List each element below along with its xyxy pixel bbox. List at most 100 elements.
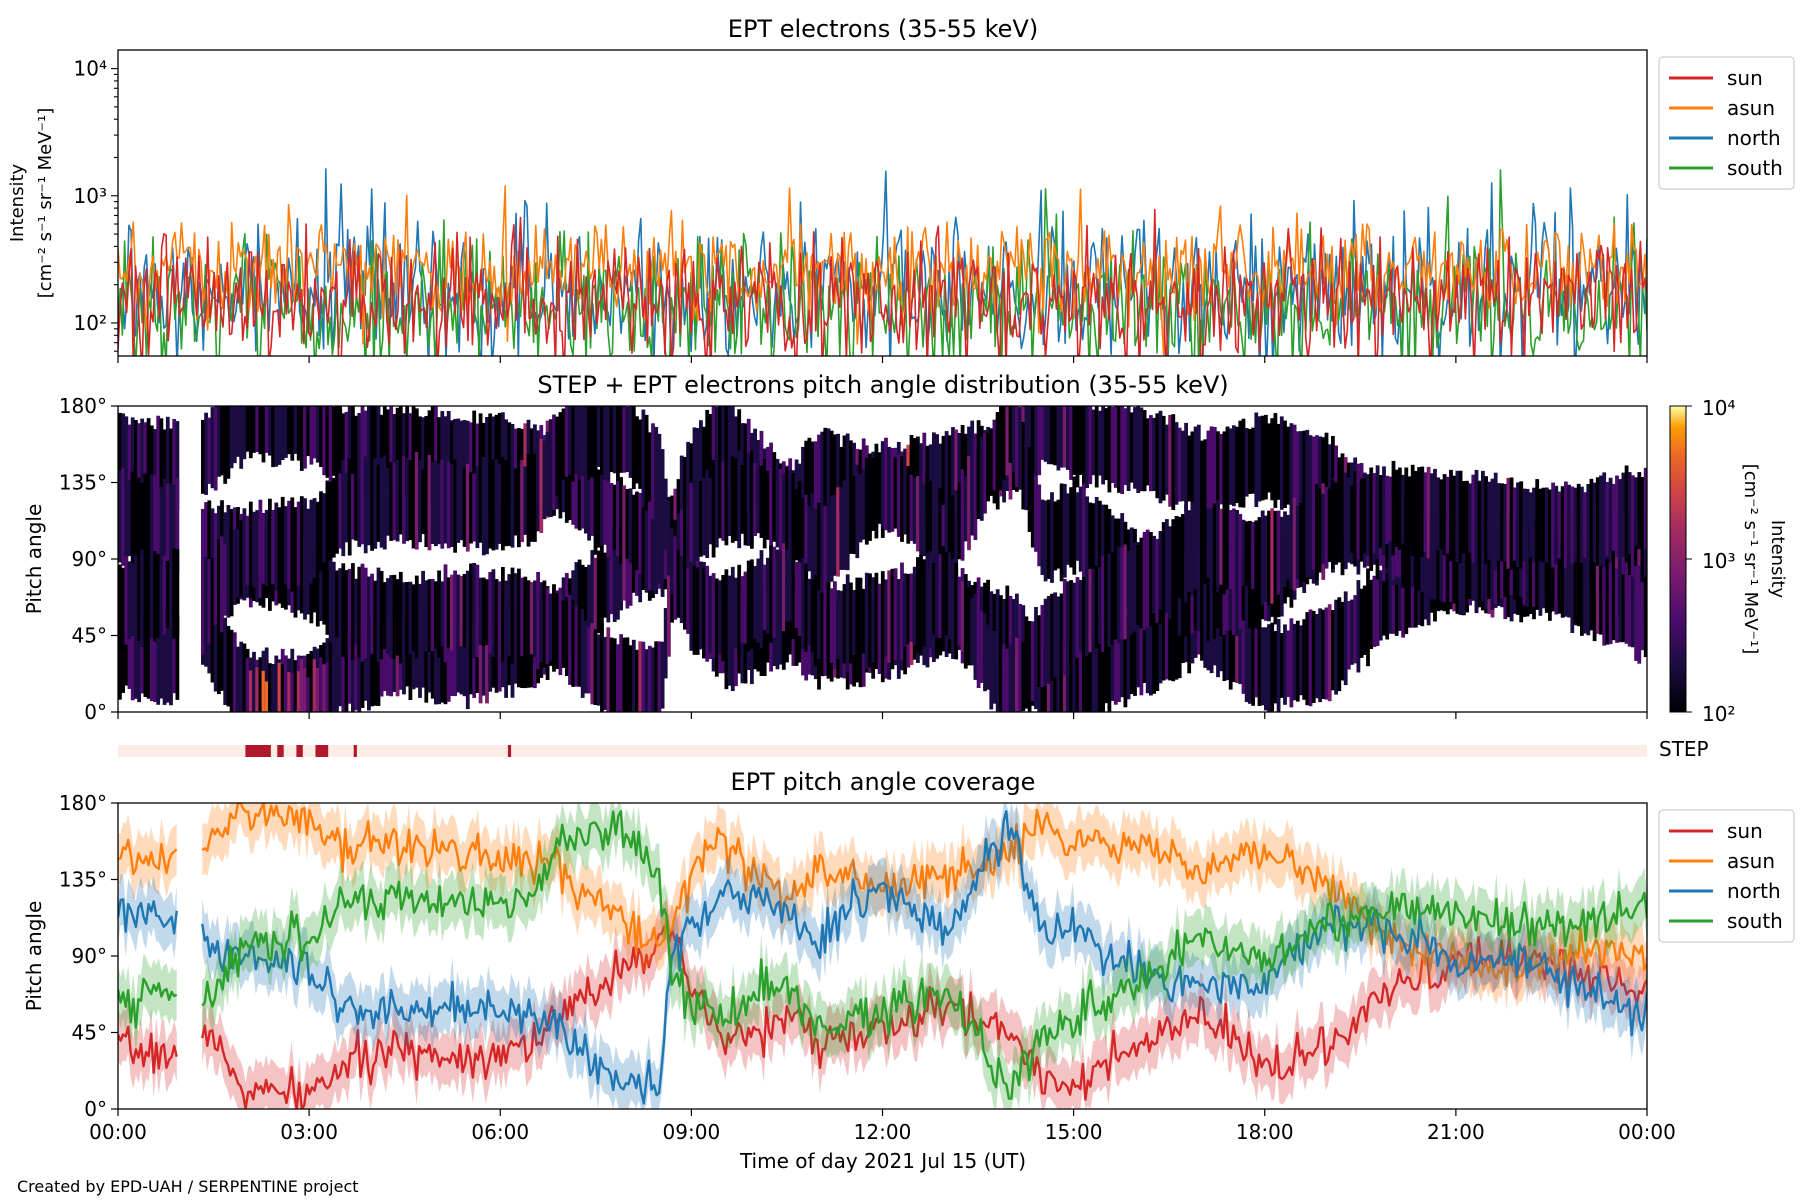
pad-cell-asun: [162, 429, 167, 498]
pad-cell-south: [833, 581, 837, 669]
pad-cell-sun: [1362, 585, 1367, 655]
pad-cell-south: [261, 513, 266, 584]
pad-cell-sun: [596, 550, 601, 634]
pad-cell-asun: [1123, 408, 1128, 486]
pad-cell-south: [134, 555, 138, 643]
pad-cell-south: [1429, 473, 1434, 553]
pad-cell-asun: [1267, 423, 1271, 493]
pad-cell-south: [143, 558, 148, 637]
pad-cell-asun: [724, 406, 729, 478]
pad-cell-north: [944, 503, 949, 578]
pad-cell-south: [1509, 477, 1514, 570]
intensity-title: EPT electrons (35-55 keV): [728, 15, 1038, 43]
pad-cell-asun: [1155, 413, 1160, 499]
pad-cell-south: [1302, 495, 1307, 582]
pad-cell-north: [928, 480, 933, 571]
pad-cell-south: [1318, 488, 1322, 573]
pad-cell-south: [868, 573, 872, 668]
pad-cell-sun: [453, 621, 457, 697]
pad-cell-north: [418, 583, 422, 650]
pad-cell-south: [1078, 579, 1083, 652]
pad-cell-sun: [1254, 625, 1259, 698]
pad-cell-asun: [382, 406, 387, 496]
pad-cell-south: [1618, 479, 1623, 553]
pad-cell-north: [459, 575, 464, 647]
pad-cell-south: [1101, 555, 1105, 652]
pad-cell-sun: [450, 621, 454, 696]
pad-cell-north: [488, 572, 493, 654]
pad-cell-asun: [1094, 406, 1099, 488]
pad-cell-north: [849, 482, 853, 554]
pad-cell-south: [533, 453, 537, 542]
pad-cell-sun: [577, 559, 582, 656]
pad-cell-asun: [702, 426, 706, 499]
pad-cell-south: [593, 406, 598, 476]
pad-cell-sun: [118, 605, 122, 700]
pad-cell-asun: [169, 428, 173, 501]
pad-cell-sun: [1171, 587, 1176, 682]
pad-cell-south: [619, 406, 623, 473]
pad-cell-south: [1401, 474, 1405, 544]
pad-cell-asun: [338, 406, 343, 492]
pad-cell-asun: [315, 406, 320, 463]
pad-cell-north: [325, 552, 330, 635]
pad-cell-sun: [1343, 591, 1348, 686]
pad-cell-north: [1439, 515, 1444, 602]
pad-cell-south: [791, 542, 796, 639]
pad-cell-south: [1222, 501, 1227, 595]
pad-cell-asun: [376, 406, 381, 493]
pad-cell-north: [960, 469, 965, 561]
pad-cell-south: [817, 590, 821, 660]
pad-cell-north: [548, 593, 553, 662]
pad-cell-asun: [1311, 436, 1316, 516]
coverage-legend: sun asun north south: [1658, 809, 1795, 943]
pad-cell-north: [450, 574, 454, 651]
pad-cell-asun: [1139, 407, 1144, 492]
pad-cell-asun: [631, 494, 636, 563]
pad-cell-north: [925, 475, 930, 570]
pad-cell-south: [379, 458, 384, 548]
pad-cell-north: [1445, 521, 1450, 603]
step-mark-1: [277, 745, 284, 757]
pad-cell-north: [338, 568, 343, 646]
pad-cell-asun: [264, 406, 269, 453]
pad-cell-asun: [319, 406, 323, 467]
pad-cell-south: [1216, 499, 1220, 593]
pad-cell-south: [679, 555, 684, 624]
pad-cell-north: [485, 579, 489, 646]
pad-cell-south: [322, 493, 327, 563]
pad-cell-north: [1608, 562, 1613, 645]
pad-cell-sun: [456, 626, 461, 693]
pad-cell-south: [1011, 642, 1016, 712]
pad-cell-north: [654, 641, 659, 712]
pad-cell-south: [1535, 479, 1540, 571]
pad-cell-asun: [1056, 406, 1061, 471]
pad-cell-sun: [625, 514, 630, 609]
pad-cell-sun: [1289, 618, 1294, 708]
pad-cell-south: [1497, 483, 1501, 561]
pad-cell-south: [903, 573, 907, 648]
pad-cell-north: [446, 577, 451, 649]
pad-cell-north: [727, 463, 732, 536]
pad-cell-sun: [165, 610, 170, 703]
pad-cell-north: [756, 467, 761, 534]
pad-cell-south: [1631, 475, 1635, 550]
pad-cell-asun: [341, 413, 346, 484]
pad-cell-north: [437, 570, 441, 658]
pad-cell-north: [472, 563, 477, 658]
pad-cell-sun: [1334, 599, 1338, 695]
pad-axes: 0° 45° 90° 135° 180°: [59, 394, 1648, 724]
pad-cell-south: [1404, 467, 1409, 552]
coverage-axes: 00:00 03:00 06:00 09:00 12:00 15:00 18:00 21:00…: [59, 791, 1676, 1144]
pad-cell-north: [734, 458, 738, 541]
pad-cell-north: [370, 573, 374, 654]
pad-cell-asun: [1120, 406, 1125, 494]
pad-cell-asun: [1308, 435, 1313, 514]
pad-cell-asun: [1142, 410, 1147, 492]
pad-cell-south: [280, 496, 285, 595]
pad-cell-south: [1436, 477, 1441, 551]
pad-cell-asun: [1193, 426, 1198, 516]
pad-cell-asun: [1053, 406, 1058, 466]
pad-cell-asun: [638, 492, 643, 575]
pad-cell-north: [616, 644, 620, 712]
